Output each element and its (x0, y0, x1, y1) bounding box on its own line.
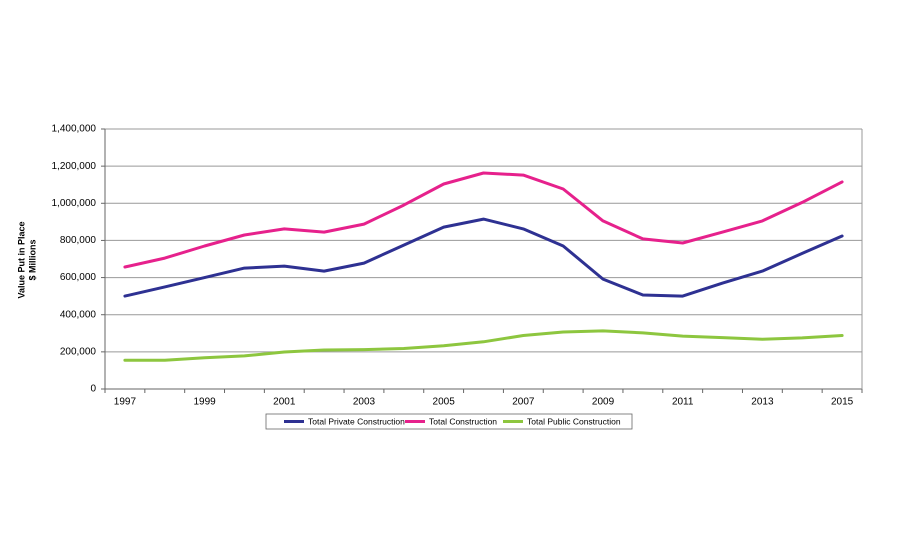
x-tick-label: 2003 (353, 397, 376, 408)
x-tick-label: 2005 (433, 397, 456, 408)
y-tick-label: 1,400,000 (52, 124, 97, 135)
y-tick-label: 1,200,000 (52, 161, 97, 172)
x-tick-label: 2011 (672, 397, 694, 408)
x-tick-label: 2009 (592, 397, 615, 408)
series-line (123, 171, 844, 269)
y-tick-label: 400,000 (60, 309, 97, 320)
legend-label: Total Public Construction (527, 416, 621, 426)
legend-box (265, 413, 633, 430)
y-axis-title: $ Millions (27, 239, 37, 280)
series-line (123, 217, 844, 298)
y-tick-label: 0 (90, 384, 96, 395)
x-tick-label: 2001 (273, 397, 296, 408)
series-line (123, 329, 844, 362)
y-tick-label: 1,000,000 (52, 198, 97, 209)
x-tick-label: 2015 (831, 397, 854, 408)
y-axis-title: Value Put in Place (16, 221, 26, 298)
x-tick-label: 1997 (114, 397, 137, 408)
x-tick-label: 2013 (751, 397, 774, 408)
y-tick-label: 800,000 (60, 235, 97, 246)
legend-label: Total Construction (429, 416, 497, 426)
x-tick-label: 2007 (512, 397, 535, 408)
y-tick-label: 600,000 (60, 272, 97, 283)
x-tick-label: 1999 (193, 397, 216, 408)
legend-label: Total Private Construction (308, 416, 405, 426)
y-tick-label: 200,000 (60, 346, 97, 357)
